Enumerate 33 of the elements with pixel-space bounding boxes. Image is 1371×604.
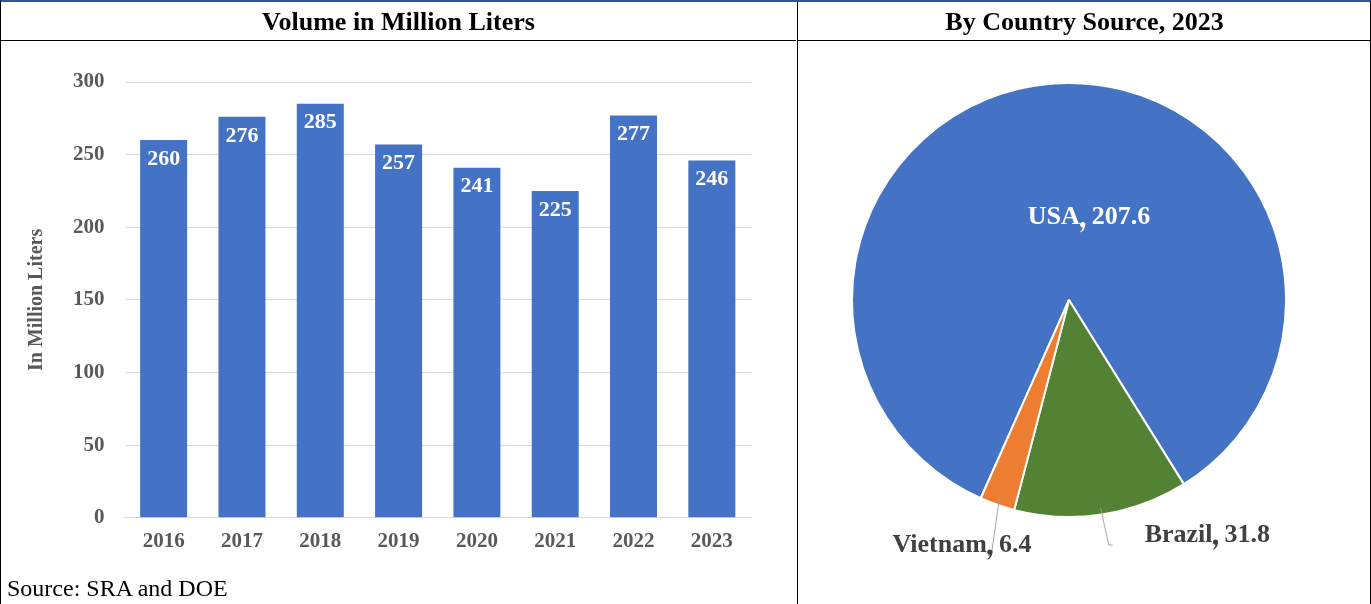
slice-label: Vietnam	[892, 528, 988, 558]
data-label: 207.6	[1091, 201, 1151, 231]
chart-title: By Country Source, 2023	[798, 2, 1371, 41]
y-tick-label: 200	[73, 213, 105, 238]
data-label: 285	[303, 108, 337, 134]
y-tick-label: 50	[83, 431, 105, 456]
x-tick-label: 2020	[455, 527, 498, 552]
data-label: 31.8	[1224, 518, 1271, 548]
data-label: 246	[695, 165, 729, 191]
slice-label: USA	[1027, 201, 1080, 231]
source-note: Source: SRA and DOE	[7, 575, 228, 602]
y-tick-label: 100	[73, 358, 105, 383]
x-tick-label: 2019	[377, 527, 420, 552]
data-label: 225	[538, 195, 572, 221]
y-tick-label: 250	[73, 141, 105, 166]
y-tick-label: 150	[73, 286, 105, 311]
data-label: 6.4	[998, 528, 1032, 558]
data-label: 260	[147, 144, 181, 170]
chart-title: Volume in Million Liters	[1, 2, 796, 41]
y-tick-label: 0	[94, 504, 105, 529]
data-label: 241	[460, 172, 494, 198]
data-label: 257	[382, 149, 416, 175]
data-label: 277	[617, 120, 651, 146]
x-tick-label: 2017	[220, 527, 263, 552]
x-tick-label: 2018	[299, 527, 342, 552]
y-tick-label: 300	[73, 68, 105, 93]
y-axis-title: In Million Liters	[24, 228, 47, 372]
data-label: 276	[225, 121, 259, 147]
x-tick-label: 2023	[690, 527, 733, 552]
slice-label: Brazil	[1144, 518, 1213, 548]
x-tick-label: 2016	[142, 527, 185, 552]
x-tick-label: 2021	[534, 527, 577, 552]
x-tick-label: 2022	[612, 527, 655, 552]
